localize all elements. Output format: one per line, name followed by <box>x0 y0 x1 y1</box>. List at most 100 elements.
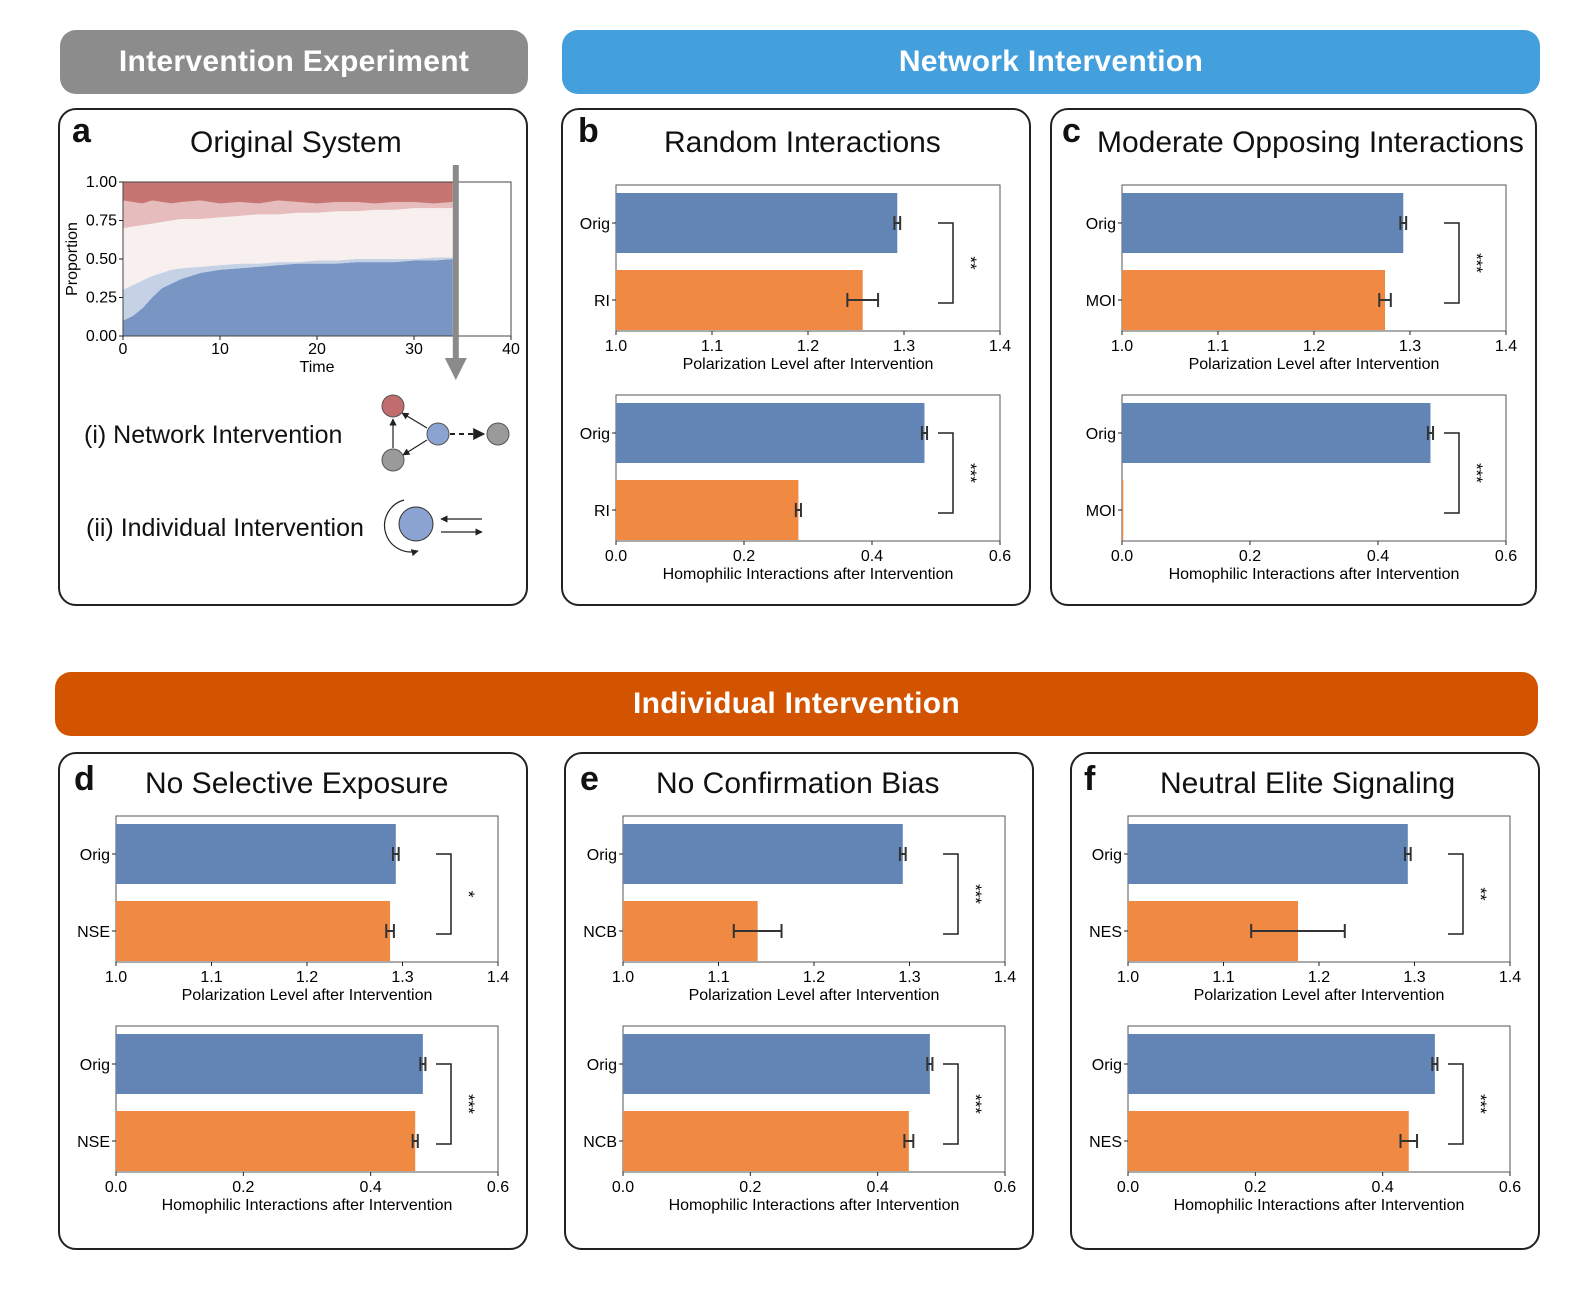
bar-charts: Orig RI 1.0 1.1 1.2 1.3 1.4 Polarization Level … <box>77 184 1521 1214</box>
category-label: Orig <box>580 216 610 233</box>
x-tick-label: 0.4 <box>867 1179 889 1196</box>
bar-orig <box>1122 193 1404 253</box>
x-tick-label: 1.2 <box>296 969 318 986</box>
x-tick-label: 0.6 <box>1495 548 1517 565</box>
bar-orig <box>116 824 396 884</box>
bar-orig <box>623 1034 930 1094</box>
panel-title-b: Random Interactions <box>664 126 941 159</box>
node-blue <box>426 422 450 446</box>
x-tick-label: 0.4 <box>360 1179 382 1196</box>
x-tick-label: 0.0 <box>605 548 627 565</box>
significance-bracket <box>943 853 959 935</box>
x-tick-label: 0.4 <box>861 548 883 565</box>
network-intervention-label: (i) Network Intervention <box>84 421 343 449</box>
x-tick-label: 1.3 <box>1403 969 1425 986</box>
x-tick-label: 0.2 <box>739 1179 761 1196</box>
category-label: NSE <box>77 924 110 941</box>
x-axis-label: Polarization Level after Intervention <box>182 987 433 1004</box>
x-tick-label: 1.4 <box>1499 969 1521 986</box>
plot-frame <box>615 394 1001 542</box>
x-tick-label: 1.0 <box>1117 969 1139 986</box>
node-individual <box>398 506 434 542</box>
bar-orig <box>616 193 898 253</box>
category-label: Orig <box>1092 847 1122 864</box>
x-tick-label: 0.6 <box>487 1179 509 1196</box>
category-label: NES <box>1089 924 1122 941</box>
significance-bracket <box>436 1063 452 1145</box>
plot-frame <box>115 1025 499 1173</box>
banner-individual-intervention: Individual Intervention <box>55 672 1538 736</box>
x-tick-label: 30 <box>405 341 423 358</box>
significance-bracket <box>1448 853 1464 935</box>
x-tick-label: 1.1 <box>1207 338 1229 355</box>
significance-bracket <box>1448 1063 1464 1145</box>
significance-stars: *** <box>966 1094 985 1114</box>
x-tick-label: 0.6 <box>1499 1179 1521 1196</box>
significance-stars: *** <box>1467 253 1486 273</box>
x-tick-label: 1.4 <box>989 338 1011 355</box>
significance-stars: ** <box>961 256 980 270</box>
x-tick-label: 0 <box>119 341 128 358</box>
significance-bracket <box>943 1063 959 1145</box>
y-tick-label: 0.00 <box>86 328 117 345</box>
network-diagram <box>381 394 510 472</box>
bar-nse <box>116 1111 416 1171</box>
bar-nse <box>116 901 391 961</box>
panel-label-f: f <box>1084 760 1096 798</box>
significance-stars: *** <box>1467 463 1486 483</box>
significance-bracket <box>1444 222 1460 304</box>
x-tick-label: 1.0 <box>105 969 127 986</box>
x-axis-label: Homophilic Interactions after Interventi… <box>663 566 954 583</box>
bar-orig <box>1128 1034 1435 1094</box>
x-axis-label: Homophilic Interactions after Interventi… <box>1169 566 1460 583</box>
plot-frame <box>622 1025 1006 1173</box>
category-label: NCB <box>583 1134 617 1151</box>
significance-bracket <box>938 222 954 304</box>
intervention-arrow-head <box>444 358 467 380</box>
x-tick-label: 1.3 <box>391 969 413 986</box>
x-tick-label: 0.6 <box>994 1179 1016 1196</box>
x-tick-label: 1.1 <box>1212 969 1234 986</box>
y-tick-label: 0.75 <box>86 213 117 230</box>
x-axis-label: Time <box>300 359 335 376</box>
area-series <box>123 208 453 290</box>
x-tick-label: 1.0 <box>605 338 627 355</box>
plot-frame <box>1127 1025 1511 1173</box>
node-red <box>381 394 405 418</box>
bar-ri <box>616 270 863 330</box>
panel-title-a: Original System <box>190 126 402 159</box>
significance-stars: ** <box>1471 887 1490 901</box>
panel-c <box>1050 108 1537 606</box>
category-label: Orig <box>1086 426 1116 443</box>
bar-orig <box>623 824 903 884</box>
y-tick-label: 0.50 <box>86 251 117 268</box>
significance-bracket <box>436 853 452 935</box>
x-tick-label: 1.2 <box>1308 969 1330 986</box>
x-axis-label: Polarization Level after Intervention <box>683 356 934 373</box>
category-label: Orig <box>1092 1057 1122 1074</box>
x-tick-label: 1.1 <box>200 969 222 986</box>
significance-stars: *** <box>1471 1094 1490 1114</box>
x-tick-label: 0.0 <box>1117 1179 1139 1196</box>
significance-stars: *** <box>961 463 980 483</box>
x-tick-label: 1.0 <box>612 969 634 986</box>
panel-title-f: Neutral Elite Signaling <box>1160 767 1456 800</box>
category-label: Orig <box>587 847 617 864</box>
bar-orig <box>1128 824 1408 884</box>
significance-stars: *** <box>459 1094 478 1114</box>
category-label: Orig <box>1086 216 1116 233</box>
plot-frame <box>1121 394 1507 542</box>
x-tick-label: 0.0 <box>612 1179 634 1196</box>
x-axis-label: Homophilic Interactions after Interventi… <box>1174 1197 1465 1214</box>
significance-bracket <box>938 432 954 514</box>
self-loop-arrow <box>383 499 419 557</box>
banner-intervention-experiment: Intervention Experiment <box>60 30 528 94</box>
category-label: NSE <box>77 1134 110 1151</box>
network-edge <box>401 412 428 429</box>
x-tick-label: 0.6 <box>989 548 1011 565</box>
x-tick-label: 1.3 <box>898 969 920 986</box>
bar-nes <box>1128 1111 1409 1171</box>
x-tick-label: 1.3 <box>893 338 915 355</box>
significance-bracket <box>1444 432 1460 514</box>
area-series <box>123 259 453 336</box>
